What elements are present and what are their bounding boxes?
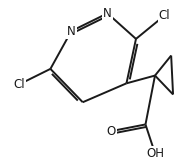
Text: Cl: Cl [13,78,25,91]
Text: Cl: Cl [159,9,170,22]
Text: OH: OH [146,147,164,160]
Text: O: O [107,125,116,138]
Text: N: N [67,25,76,38]
Text: N: N [103,7,112,20]
